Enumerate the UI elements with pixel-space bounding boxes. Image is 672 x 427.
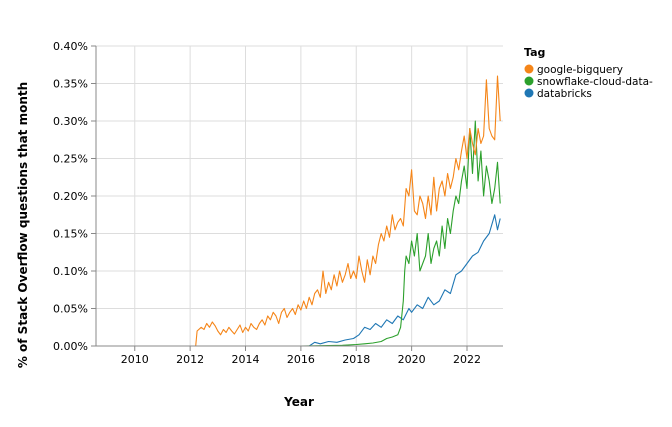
x-tick-label: 2014 — [232, 353, 260, 366]
grid — [96, 45, 503, 347]
legend: Tag google-bigquerysnowflake-cloud-data-… — [524, 46, 653, 100]
x-tick-label: 2010 — [121, 353, 149, 366]
x-tick-label: 2012 — [176, 353, 204, 366]
legend-label: databricks — [537, 88, 592, 100]
y-tick-label: 0.35% — [53, 78, 88, 91]
series-line-google-bigquery — [96, 75, 501, 347]
series-line-databricks — [96, 214, 501, 347]
x-axis-title: Year — [283, 395, 314, 409]
x-tick-label: 2018 — [342, 353, 370, 366]
y-tick-label: 0.15% — [53, 228, 88, 241]
y-axis-title: % of Stack Overflow questions that month — [16, 82, 30, 368]
y-tick-label: 0.25% — [53, 153, 88, 166]
x-tick-label: 2020 — [398, 353, 426, 366]
axes: 0.00% 0.05% 0.10% 0.15% 0.20% 0.25% 0.30% 0.35%… — [53, 40, 503, 366]
legend-label: snowflake-cloud-data- — [537, 76, 653, 88]
legend-title: Tag — [524, 46, 545, 59]
series-lines — [96, 75, 501, 347]
y-tick-label: 0.05% — [53, 303, 88, 316]
y-tick-label: 0.30% — [53, 115, 88, 128]
y-tick-label: 0.00% — [53, 340, 88, 353]
y-tick-label: 0.10% — [53, 265, 88, 278]
series-line-snowflake-cloud-data — [96, 120, 501, 347]
y-tick-label: 0.40% — [53, 40, 88, 53]
legend-swatch — [524, 64, 534, 74]
legend-label: google-bigquery — [537, 64, 623, 76]
legend-swatch — [524, 88, 534, 98]
legend-swatch — [524, 76, 534, 86]
y-tick-label: 0.20% — [53, 190, 88, 203]
x-tick-label: 2016 — [287, 353, 315, 366]
x-tick-label: 2022 — [453, 353, 481, 366]
